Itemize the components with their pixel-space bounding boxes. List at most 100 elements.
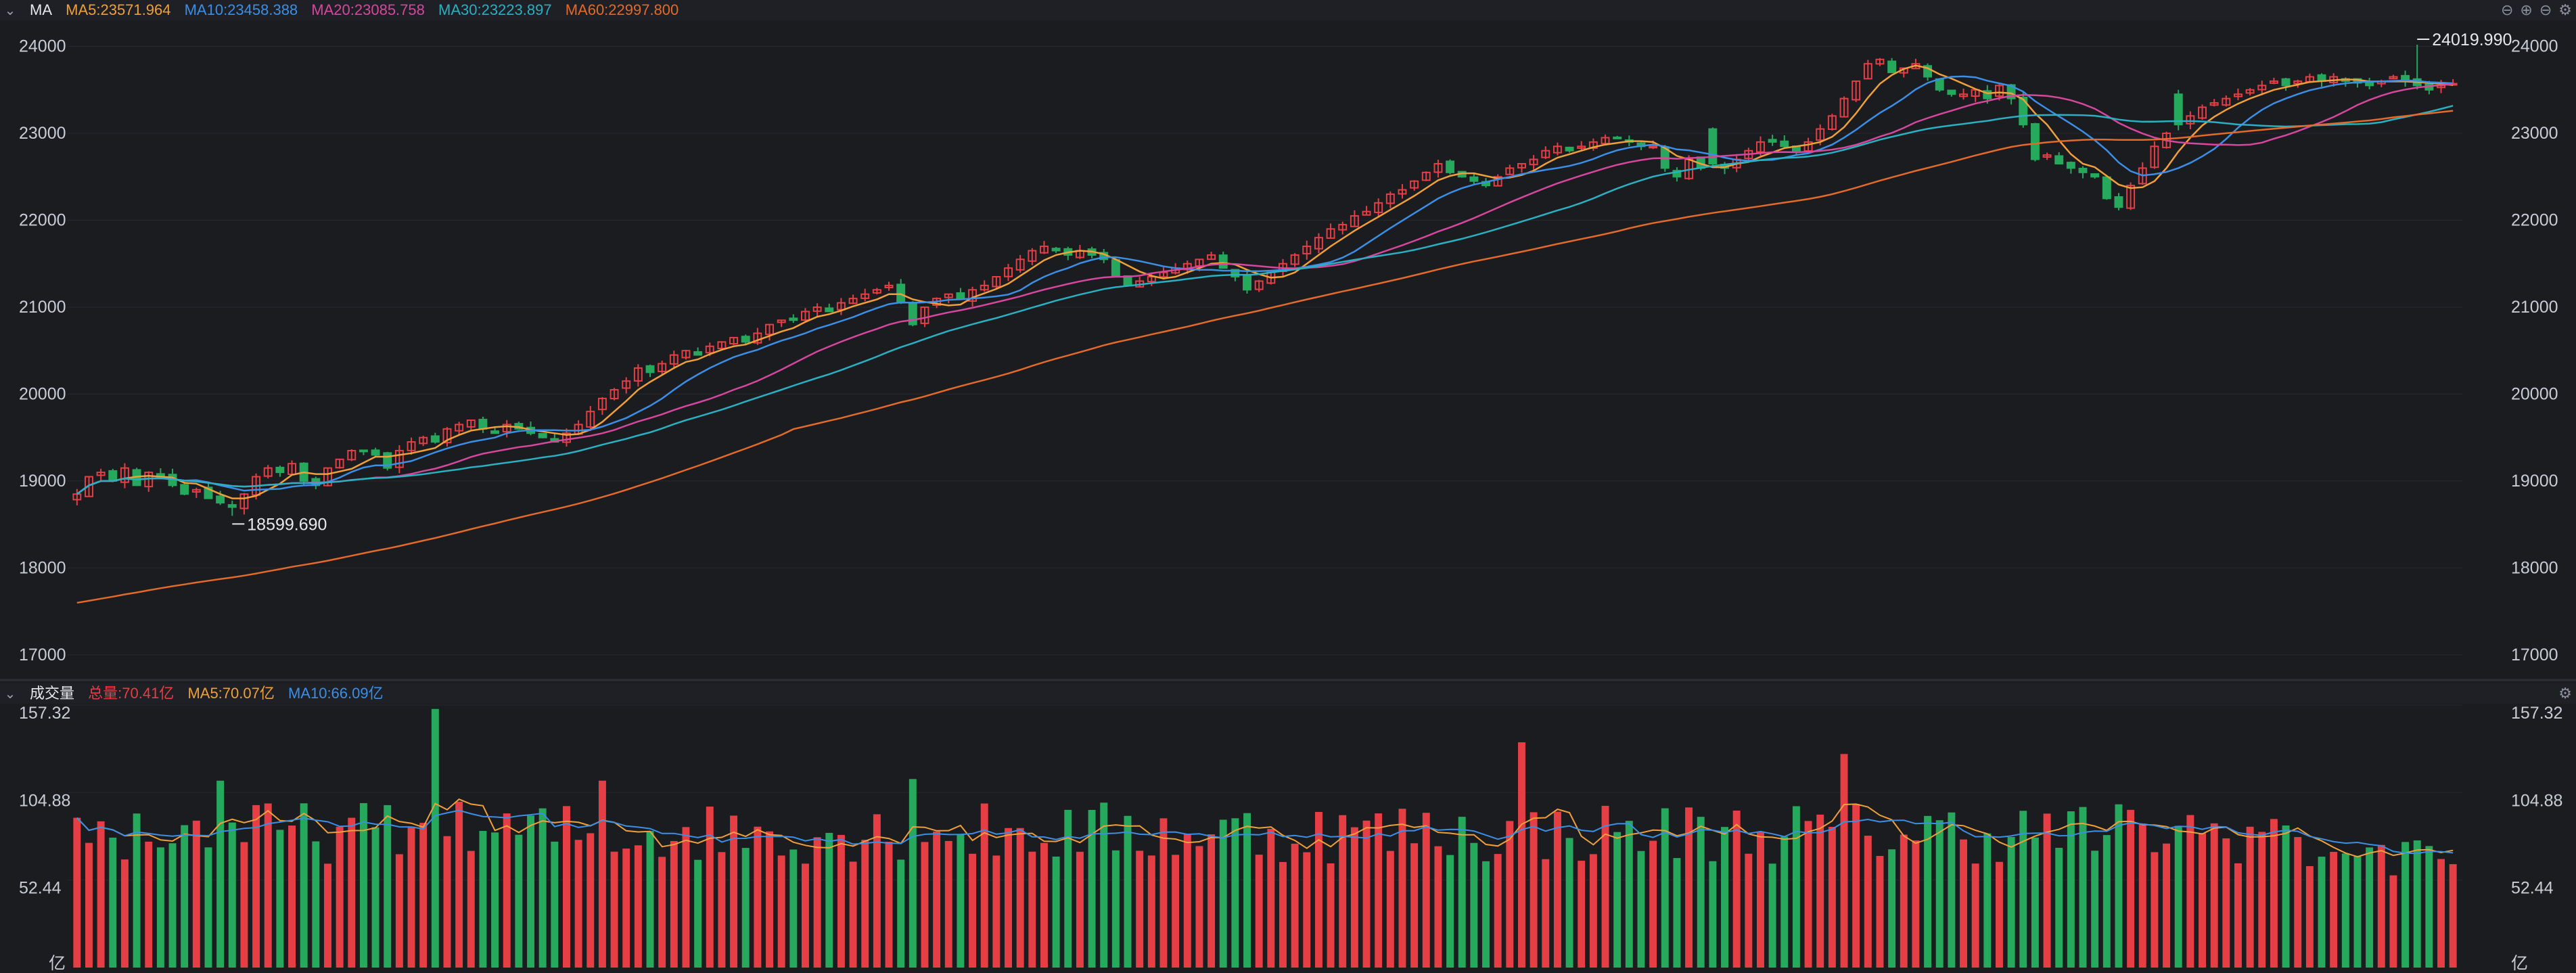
candle-body xyxy=(2198,106,2207,119)
candle-body xyxy=(239,493,249,510)
candle-body xyxy=(1780,140,1789,148)
candle-body xyxy=(1350,215,1359,227)
candle-body xyxy=(729,336,739,344)
volume-bar xyxy=(2437,859,2445,968)
volume-bar xyxy=(288,825,296,968)
candle-body xyxy=(2389,76,2398,80)
volume-bar xyxy=(1136,851,1144,968)
volume-bar xyxy=(670,840,678,968)
annotation-label: 24019.990 xyxy=(2432,30,2512,49)
volume-bar xyxy=(1172,855,1180,968)
volume-bar xyxy=(2294,837,2302,968)
volume-bar xyxy=(1888,849,1896,968)
volume-bar xyxy=(2270,819,2278,968)
volume-bar xyxy=(1948,812,1956,968)
volume-bar xyxy=(1005,828,1012,968)
volume-bar xyxy=(741,848,750,968)
volume-bar xyxy=(1745,853,1753,968)
minus-circle-icon[interactable]: ⊖ xyxy=(2500,1,2514,18)
volume-bar xyxy=(634,845,642,968)
collapse-chevron-icon[interactable]: ⌄ xyxy=(4,3,16,18)
candle-body xyxy=(466,419,476,428)
candle-body xyxy=(442,428,452,444)
candle-body xyxy=(1159,271,1168,278)
volume-bar xyxy=(1327,863,1335,968)
ma60-legend: MA60:22997.800 xyxy=(565,1,679,18)
volume-bar xyxy=(181,825,189,968)
volume-tick-left: 52.44 xyxy=(19,879,62,898)
candle-body xyxy=(1230,269,1240,278)
candle-body xyxy=(1446,160,1455,173)
total-volume-legend: 总量:70.41亿 xyxy=(88,685,175,702)
volume-tick-right: 52.44 xyxy=(2511,879,2554,898)
volume-bar xyxy=(2067,811,2075,968)
volume-bar xyxy=(1553,811,1561,968)
candle-body xyxy=(2114,196,2123,208)
candle-body xyxy=(227,504,237,508)
gear-icon[interactable]: ⚙ xyxy=(2558,685,2572,702)
candle-body xyxy=(1839,97,1849,118)
volume-bar xyxy=(2330,851,2338,968)
volume-bar xyxy=(849,861,857,968)
candle-body xyxy=(1923,65,1933,78)
candle-body xyxy=(419,436,428,445)
volume-bar xyxy=(873,814,881,968)
volume-bar xyxy=(1028,851,1036,968)
volume-bar xyxy=(1064,809,1072,968)
price-tick-left: 24000 xyxy=(19,37,66,56)
volume-bar xyxy=(1542,859,1550,968)
minus-circle-icon[interactable]: ⊖ xyxy=(2539,1,2552,18)
volume-bar xyxy=(2163,843,2171,968)
volume-bar xyxy=(754,826,762,968)
volume-bar xyxy=(216,780,225,968)
candle-body xyxy=(610,389,619,400)
candle-body xyxy=(622,380,631,389)
volume-bar xyxy=(1422,813,1430,968)
ma30-legend: MA30:23223.897 xyxy=(438,1,552,18)
candle-body xyxy=(1588,141,1598,149)
volume-bar xyxy=(1434,846,1442,968)
volume-bar xyxy=(1350,827,1358,968)
volume-bar xyxy=(610,851,618,968)
volume-bar xyxy=(992,855,1001,968)
candle-body xyxy=(275,466,285,474)
volume-bar xyxy=(1303,852,1311,968)
volume-bar xyxy=(1446,855,1454,968)
candle-body xyxy=(1254,280,1264,290)
volume-bar xyxy=(312,841,320,968)
candle-body xyxy=(383,452,392,469)
volume-bar xyxy=(777,855,785,968)
volume-bar xyxy=(908,779,917,968)
volume-bar xyxy=(1362,820,1371,968)
candle-body xyxy=(1374,202,1383,213)
candle-body xyxy=(681,350,691,359)
candle-body xyxy=(2174,93,2183,126)
candle-body xyxy=(1004,267,1013,277)
candle-body xyxy=(263,467,273,477)
volume-bar xyxy=(730,815,738,968)
gear-icon[interactable]: ⚙ xyxy=(2558,1,2572,18)
collapse-chevron-icon[interactable]: ⌄ xyxy=(4,687,16,702)
candle-body xyxy=(455,424,464,432)
plus-circle-icon[interactable]: ⊕ xyxy=(2520,1,2533,18)
volume-bar xyxy=(574,840,582,968)
volume-bar xyxy=(1935,820,1944,968)
volume-bar xyxy=(1518,742,1525,968)
candle-body xyxy=(944,293,953,298)
volume-bar xyxy=(2043,813,2051,968)
volume-bar xyxy=(1613,832,1622,968)
volume-bar xyxy=(789,849,798,968)
volume-bar xyxy=(395,854,403,968)
volume-bar xyxy=(1291,843,1299,968)
volume-bar xyxy=(980,803,988,968)
candle-body xyxy=(812,306,822,312)
volume-bar xyxy=(2282,825,2290,968)
volume-bar xyxy=(324,863,331,968)
volume-bar xyxy=(1685,807,1693,968)
volume-bar xyxy=(1231,818,1239,968)
volume-bar xyxy=(1052,856,1060,968)
candle-body xyxy=(2066,162,2075,169)
volume-bar xyxy=(192,820,200,968)
volume-bar xyxy=(1111,850,1120,968)
